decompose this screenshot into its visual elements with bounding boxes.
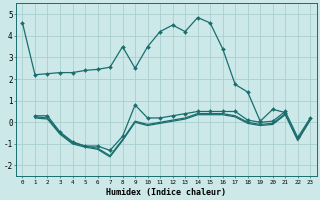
X-axis label: Humidex (Indice chaleur): Humidex (Indice chaleur) [106, 188, 226, 197]
